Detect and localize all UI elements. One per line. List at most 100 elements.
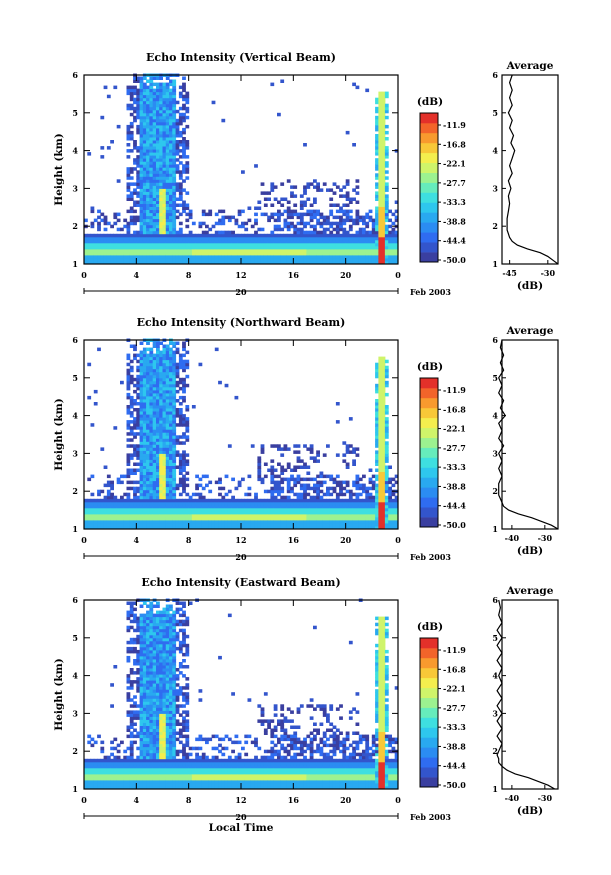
heat-cell xyxy=(195,504,199,509)
heat-cell xyxy=(159,492,163,497)
heat-cell xyxy=(113,507,118,512)
heat-cell xyxy=(159,489,163,494)
heat-cell xyxy=(384,495,389,500)
heat-cell xyxy=(169,106,173,111)
heat-cell xyxy=(159,109,163,114)
heat-cell xyxy=(129,88,134,93)
heat-cell xyxy=(381,504,386,509)
heat-cell xyxy=(142,389,147,394)
heat-cell xyxy=(172,215,177,220)
heat-cell xyxy=(87,758,92,763)
heat-cell xyxy=(329,507,334,512)
x-tick-label: 20 xyxy=(340,535,352,545)
heat-cell xyxy=(335,230,340,235)
heat-cell xyxy=(165,359,170,364)
heat-cell xyxy=(172,227,177,232)
heat-cell xyxy=(293,498,298,503)
heat-cell xyxy=(227,501,232,506)
heat-cell xyxy=(345,212,350,217)
heat-cell xyxy=(149,420,154,424)
heat-cell xyxy=(175,158,180,162)
heat-cell xyxy=(133,767,137,772)
heat-cell xyxy=(129,245,134,250)
heat-cell xyxy=(136,182,141,186)
heat-cell xyxy=(332,486,337,491)
heat-cell xyxy=(332,221,337,226)
heat-cell xyxy=(247,516,252,521)
heat-cell xyxy=(182,209,186,214)
heat-cell xyxy=(142,203,147,207)
heat-cell xyxy=(277,227,281,232)
heat-cell xyxy=(293,261,298,265)
heat-cell xyxy=(133,489,137,494)
heat-cell xyxy=(381,377,386,382)
heat-cell xyxy=(355,474,360,479)
heat-cell xyxy=(152,121,157,126)
heat-cell xyxy=(129,601,134,605)
heat-cell xyxy=(136,91,141,96)
heat-cell xyxy=(142,152,147,156)
heat-cell xyxy=(273,495,278,500)
heat-cell xyxy=(257,258,262,262)
heat-cell xyxy=(93,507,98,512)
heat-cell xyxy=(182,152,186,156)
heat-cell xyxy=(227,498,232,503)
heat-cell xyxy=(159,426,163,430)
heat-cell xyxy=(126,786,131,790)
heat-cell xyxy=(319,504,324,509)
heat-cell xyxy=(133,221,137,226)
heat-cell xyxy=(142,248,147,253)
heat-cell xyxy=(313,526,317,530)
heat-cell xyxy=(159,227,163,232)
heat-cell xyxy=(84,498,88,503)
heat-cell xyxy=(381,380,386,385)
heat-cell xyxy=(165,389,170,394)
heat-cell xyxy=(169,350,173,355)
heat-cell xyxy=(319,480,324,485)
heat-cell xyxy=(375,239,379,244)
heat-cell xyxy=(371,474,376,479)
heat-cell xyxy=(162,100,167,105)
heat-cell xyxy=(87,507,92,512)
avg-y-tick-label: 6 xyxy=(492,335,498,345)
heat-cell xyxy=(273,480,278,485)
heat-cell xyxy=(381,215,386,220)
heat-cell xyxy=(106,764,111,769)
heat-cell xyxy=(381,456,386,460)
heat-cell xyxy=(84,251,88,256)
heat-cell xyxy=(381,254,386,259)
heat-cell xyxy=(136,79,141,83)
heat-cell xyxy=(299,526,304,530)
heat-cell xyxy=(152,203,157,207)
heat-cell xyxy=(142,239,147,244)
heat-cell xyxy=(384,212,389,217)
heat-cell xyxy=(391,230,396,235)
heat-cell xyxy=(152,386,157,391)
heat-cell xyxy=(126,423,131,427)
heat-cell xyxy=(342,248,347,253)
heat-cell xyxy=(110,758,114,763)
heat-cell xyxy=(299,215,304,220)
heat-cell xyxy=(273,468,278,472)
heat-cell xyxy=(381,480,386,485)
heat-cell xyxy=(156,106,160,111)
heat-cell xyxy=(172,140,177,144)
heat-cell xyxy=(316,182,320,186)
heat-cell xyxy=(283,258,288,262)
heat-cell xyxy=(162,188,167,192)
heat-cell xyxy=(149,399,154,403)
heat-cell xyxy=(290,261,294,265)
heat-cell xyxy=(149,368,154,373)
heat-cell xyxy=(221,510,226,515)
heat-cell xyxy=(172,230,177,235)
heat-cell xyxy=(90,209,95,214)
heat-cell xyxy=(182,239,186,244)
heat-cell xyxy=(152,209,157,214)
heat-cell xyxy=(303,492,307,497)
heat-cell xyxy=(241,258,245,262)
heat-cell xyxy=(345,242,350,247)
heat-cell xyxy=(362,236,366,241)
heat-cell xyxy=(322,230,327,235)
heat-cell xyxy=(165,167,170,171)
heat-cell xyxy=(355,239,360,244)
